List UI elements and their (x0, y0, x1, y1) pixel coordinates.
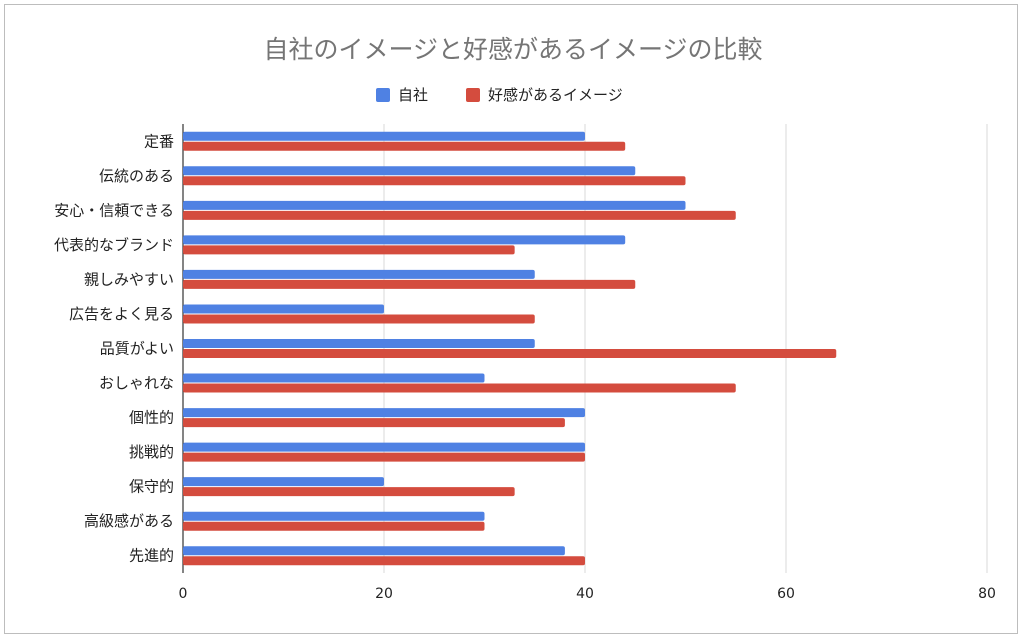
bar-series1 (183, 408, 585, 418)
legend-label: 自社 (398, 86, 428, 104)
category-label: 代表的なブランド (54, 236, 174, 254)
bar-series2 (183, 383, 736, 393)
category-label: 広告をよく見る (69, 305, 174, 323)
bar-series2 (183, 521, 485, 531)
gridlines (182, 124, 988, 573)
bar-series2 (183, 418, 565, 428)
bar-series2 (183, 452, 585, 462)
bar-series1 (183, 511, 485, 521)
bar-series1 (183, 166, 636, 176)
category-label: 品質がよい (100, 340, 174, 358)
category-label: 安心・信頼できる (54, 201, 174, 219)
x-tick-label: 20 (375, 586, 393, 602)
bar-series1 (183, 546, 565, 556)
bar-series2 (183, 349, 837, 358)
bar-series2 (183, 314, 535, 324)
bars (183, 131, 837, 566)
x-tick-label: 0 (179, 586, 188, 602)
category-label: 挑戦的 (129, 443, 174, 461)
category-labels: 定番伝統のある安心・信頼できる代表的なブランド親しみやすい広告をよく見る品質がよ… (54, 132, 174, 564)
x-tick-labels: 0 20 40 60 80 (179, 586, 996, 602)
bar-series1 (183, 131, 585, 141)
bar-series1 (183, 269, 535, 279)
bar-series2 (183, 245, 515, 255)
bar-series2 (183, 141, 626, 151)
category-label: 伝統のある (99, 167, 174, 185)
bar-series2 (183, 210, 736, 220)
bar-series1 (183, 200, 686, 210)
bar-series2 (183, 556, 585, 566)
bar-series2 (183, 279, 636, 289)
category-label: 先進的 (129, 547, 174, 565)
category-label: 親しみやすい (84, 270, 174, 288)
bar-series1 (183, 477, 384, 487)
category-label: 保守的 (129, 478, 174, 496)
x-tick-label: 40 (576, 586, 594, 602)
bar-series1 (183, 373, 485, 383)
legend-label: 好感があるイメージ (488, 86, 623, 104)
chart-title: 自社のイメージと好感があるイメージの比較 (263, 35, 762, 64)
legend: 自社 好感があるイメージ (376, 86, 623, 104)
bar-series2 (183, 487, 515, 497)
category-label: おしゃれな (99, 374, 174, 392)
category-label: 個性的 (129, 409, 174, 427)
bar-series1 (183, 339, 535, 348)
bar-series1 (183, 304, 384, 314)
bar-series1 (183, 442, 585, 452)
x-tick-label: 60 (777, 586, 795, 602)
bar-series1 (183, 235, 626, 245)
legend-swatch (376, 88, 390, 102)
category-label: 高級感がある (84, 512, 174, 530)
x-tick-label: 80 (978, 586, 996, 602)
bar-series2 (183, 176, 686, 186)
category-label: 定番 (144, 132, 174, 150)
legend-swatch (466, 88, 480, 102)
